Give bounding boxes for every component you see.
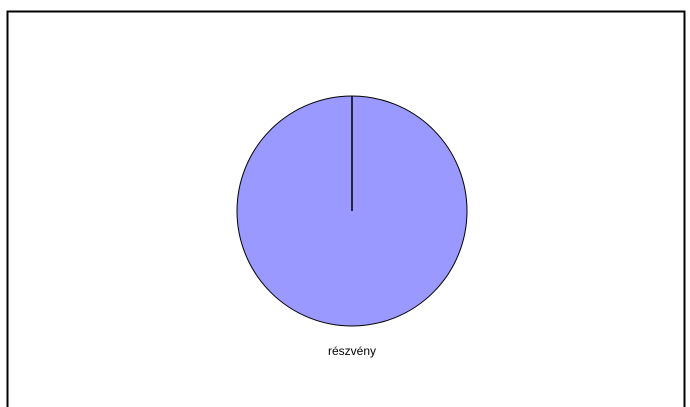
- slice-label: részvény: [328, 344, 376, 358]
- chart-frame: [6, 10, 686, 407]
